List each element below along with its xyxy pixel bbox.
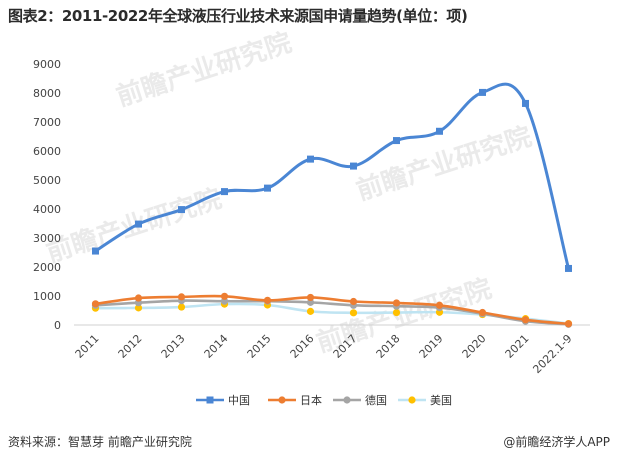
x-tick-label: 2015 (245, 332, 274, 361)
legend-item: 美国 (398, 394, 452, 407)
data-point (177, 293, 186, 301)
data-point (264, 184, 271, 192)
y-tick-label: 8000 (33, 87, 61, 100)
y-tick-label: 4000 (33, 203, 61, 216)
legend-item: 德国 (333, 393, 387, 407)
legend-marker (206, 396, 214, 404)
series-layer (91, 82, 573, 328)
data-point (522, 99, 529, 107)
data-point (306, 298, 315, 306)
data-point (135, 220, 142, 228)
data-point (349, 297, 358, 306)
y-tick-label: 2000 (33, 261, 61, 274)
y-tick-label: 7000 (33, 116, 61, 129)
watermark-text: 前瞻产业研究院 (113, 27, 296, 113)
data-point (349, 309, 358, 317)
legend-marker (343, 396, 351, 404)
x-tick-label: 2013 (159, 332, 188, 361)
x-tick-label: 2021 (503, 332, 532, 361)
data-point (221, 188, 228, 196)
data-point (435, 301, 444, 309)
chart-title: 图表2：2011-2022年全球液压行业技术来源国申请量趋势(单位：项) (8, 7, 468, 25)
y-tick-label: 0 (54, 319, 61, 332)
data-point (263, 296, 272, 304)
data-point (392, 308, 401, 317)
legend-label: 德国 (365, 393, 387, 407)
x-tick-label: 2011 (73, 332, 102, 361)
x-tick-label: 2022.1-9 (530, 332, 574, 376)
y-tick-label: 9000 (33, 58, 61, 71)
data-point (565, 264, 572, 272)
legend-item: 中国 (196, 394, 250, 407)
data-point (306, 293, 315, 302)
series-line (95, 302, 569, 325)
legend-marker (278, 396, 286, 404)
y-axis: 0 1000 2000 3000 4000 5000 6000 7000 8000 9000 (33, 58, 61, 332)
data-point (521, 316, 530, 324)
series-中国 (92, 82, 572, 272)
footer-brand: @前瞻经济学人APP (503, 435, 610, 449)
data-point (306, 307, 315, 315)
watermark-text: 前瞻产业研究院 (353, 121, 536, 207)
data-point (178, 206, 185, 214)
data-point (478, 308, 487, 317)
footer-source: 资料来源：智慧芽 前瞻产业研究院 (8, 435, 192, 449)
legend-marker (408, 396, 416, 404)
data-point (307, 155, 314, 163)
x-tick-label: 2019 (417, 332, 446, 361)
data-point (220, 292, 229, 300)
series-line (94, 82, 570, 269)
x-tick-label: 2012 (116, 332, 145, 361)
x-tick-label: 2014 (202, 332, 231, 361)
data-point (177, 303, 186, 311)
data-point (134, 294, 143, 302)
y-tick-label: 3000 (33, 232, 61, 245)
data-point (393, 137, 400, 145)
legend-item: 日本 (268, 393, 322, 407)
data-point (350, 162, 357, 170)
data-point (220, 297, 229, 305)
data-point (392, 299, 401, 307)
legend: 中国 日本 德国 美国 (196, 393, 452, 407)
x-tick-label: 2020 (460, 332, 489, 361)
data-point (479, 88, 486, 96)
legend-label: 中国 (228, 394, 250, 407)
data-point (436, 127, 443, 135)
data-point (134, 304, 143, 312)
y-tick-label: 5000 (33, 174, 61, 187)
legend-label: 日本 (300, 393, 322, 407)
legend-label: 美国 (430, 394, 452, 407)
data-point (91, 300, 100, 308)
y-tick-label: 6000 (33, 145, 61, 158)
data-point (92, 247, 99, 255)
x-tick-label: 2016 (288, 332, 317, 361)
series-line (95, 294, 569, 326)
y-tick-label: 1000 (33, 290, 61, 303)
series-日本 (91, 292, 573, 328)
data-point (564, 320, 573, 328)
